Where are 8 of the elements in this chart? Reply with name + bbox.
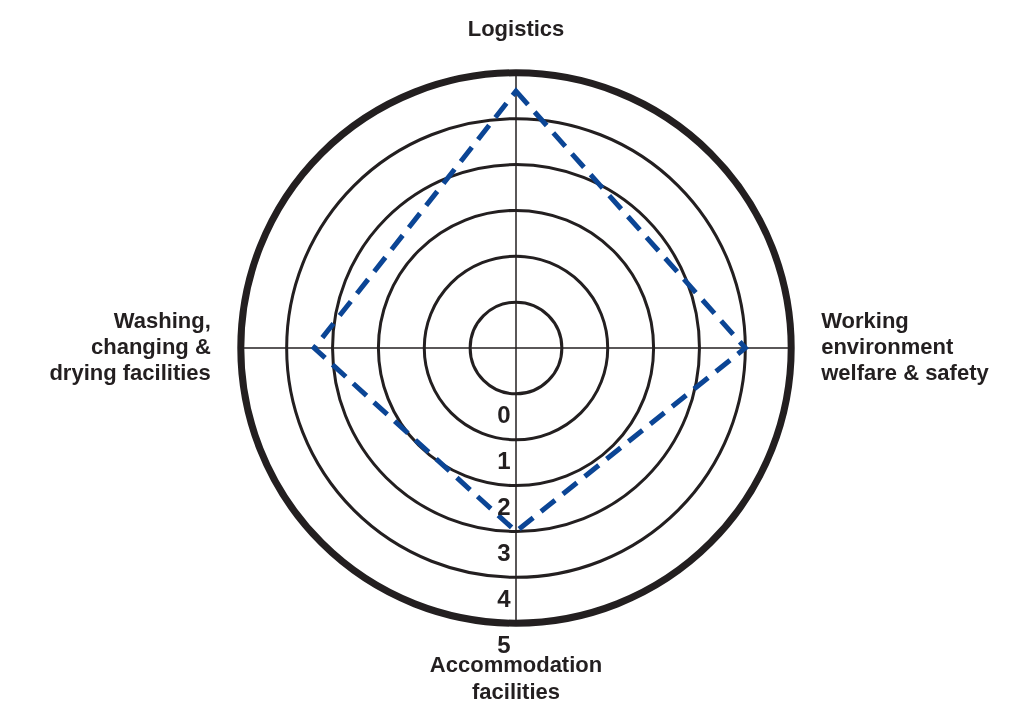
- spoke-label: Working environment welfare & safety: [820, 307, 990, 386]
- y-tick-label: 1: [497, 447, 511, 475]
- y-tick-label: 4: [497, 584, 512, 612]
- spoke-label: Logistics: [467, 15, 565, 41]
- y-tick-label: 3: [497, 539, 511, 567]
- y-tick-label: 0: [497, 401, 511, 429]
- y-tick-label: 2: [497, 493, 511, 521]
- spoke-label: Washing, changing & drying facilities: [49, 307, 211, 386]
